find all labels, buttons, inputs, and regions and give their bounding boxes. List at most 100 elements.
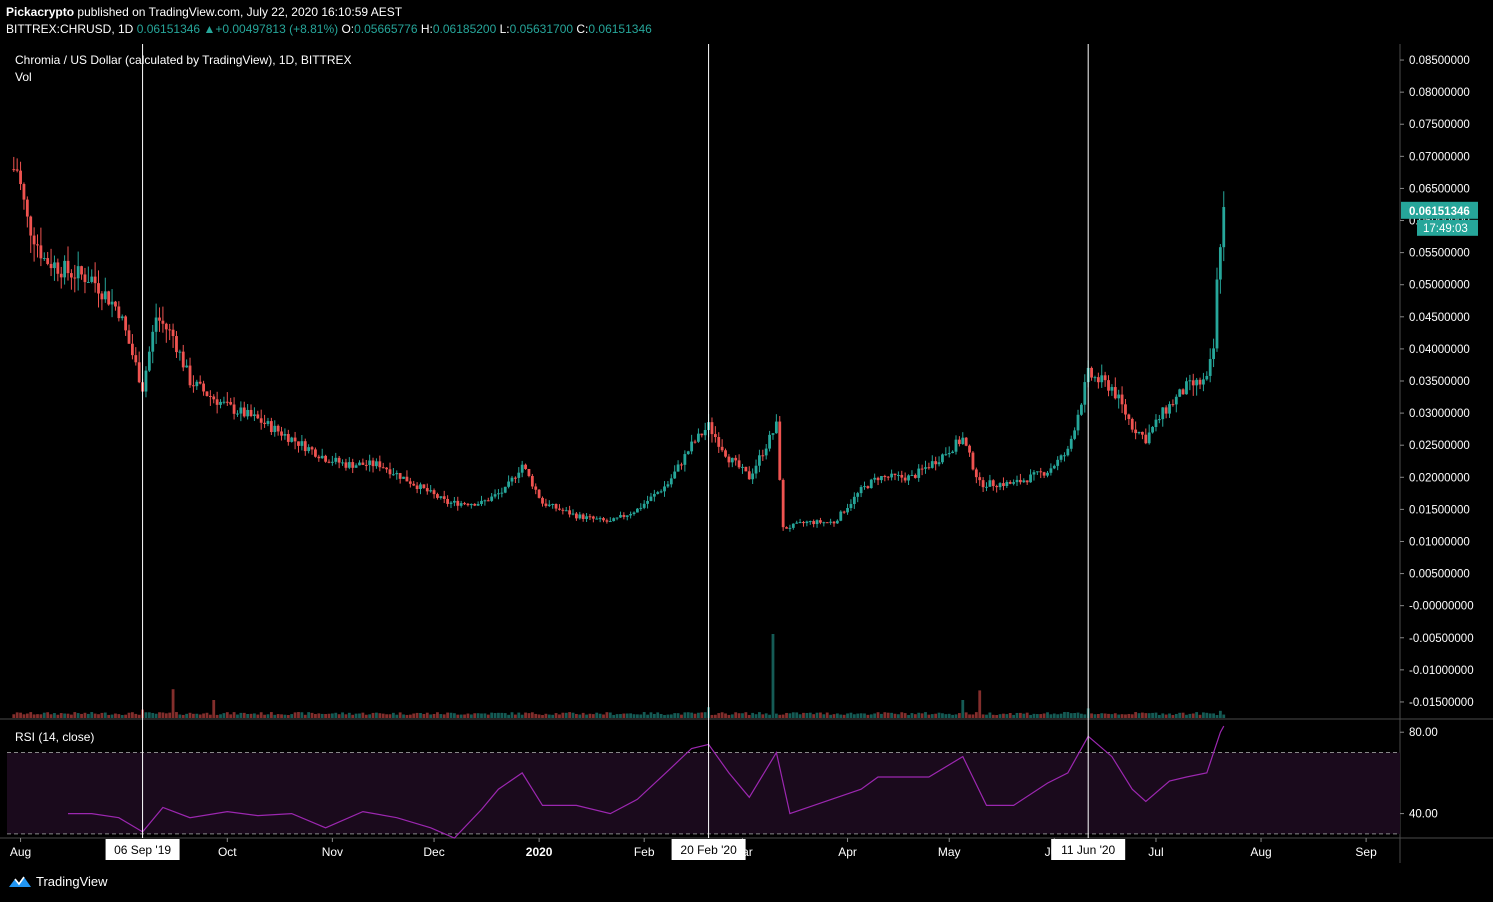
candle-body [995,486,999,488]
price-chart[interactable]: 0.08500000 0.08000000 0.07500000 0.07000000… [0,0,1493,870]
candle-body [253,414,256,417]
volume-bar [602,714,605,718]
countdown-badge [1417,219,1478,236]
up-arrow-icon: ▲ [203,22,216,36]
volume-bar [781,714,785,718]
volume-bar [1110,714,1114,718]
volume-bar [530,712,534,718]
volume-bar [1012,714,1016,718]
candle-body [964,437,968,446]
volume-bar [131,712,134,718]
x-tick-label: Dec [423,845,444,859]
candle-body [236,413,239,415]
volume-bar [208,714,212,718]
candle-body [951,451,955,454]
candle-body [832,521,836,524]
candle-body [734,457,738,461]
volume-bar [1120,714,1124,718]
candle-body [527,468,531,476]
price-tick-label: 0.04500000 [1409,312,1470,324]
candle-body [361,462,365,465]
volume-bar [1124,714,1127,718]
candle-body [225,401,229,403]
volume-bar [236,714,239,718]
close-label: C: [576,22,589,36]
volume-bar [1147,713,1151,718]
volume-bar [1056,714,1060,718]
author-name[interactable]: Pickacrypto [6,5,75,19]
candle-body [293,437,297,442]
candle-body [1218,247,1222,280]
volume-bar [510,712,514,718]
volume-bar [754,714,758,718]
volume-bar [978,690,982,718]
candle-body [59,273,63,278]
volume-bar [1103,713,1107,718]
volume-bar [246,713,250,718]
volume-bar [724,713,727,718]
candle-body [32,235,36,245]
tradingview-logo-icon [9,876,31,887]
candle-body [1215,279,1219,349]
candle-body [300,441,304,446]
countdown-label: 17:49:03 [1423,223,1468,235]
candle-body [822,522,826,524]
volume-bar [876,712,880,718]
volume-bar [690,712,694,718]
candle-body [164,323,168,330]
candle-body [1168,404,1171,414]
volume-bar [354,713,358,718]
volume-bar [1032,713,1036,718]
candle-body [903,477,907,481]
candle-body [405,476,409,482]
volume-bar [497,712,500,718]
candle-body [612,518,616,522]
volume-bar [1208,713,1212,718]
volume-bar [764,713,768,718]
candle-body [758,455,761,466]
volume-bar [351,714,355,718]
volume-bar [900,712,904,718]
candle-body [1147,432,1151,444]
candle-body [161,320,165,324]
candle-body [395,473,399,475]
volume-bar [120,714,124,718]
candle-body [513,477,517,479]
candle-body [490,496,494,501]
volume-bar [151,712,155,718]
candle-body [480,500,483,505]
rsi-band-fill [7,752,1400,834]
volume-bar [59,713,63,718]
volume-bar [1168,713,1171,718]
chart-title: Chromia / US Dollar (calculated by Tradi… [15,53,352,67]
tradingview-footer[interactable]: TradingView [8,874,108,889]
candle-body [876,477,880,481]
volume-bar [568,712,572,718]
candle-body [981,480,985,488]
volume-bar [866,714,870,718]
volume-bar [785,712,788,718]
volume-bar [280,714,283,718]
candle-body [724,450,727,457]
volume-bar [158,712,161,718]
volume-bar [507,714,511,718]
volume-bar [974,712,978,718]
volume-bar [686,712,690,718]
volume-bar [503,713,507,718]
candle-body [873,477,877,480]
volume-bar [449,712,453,718]
volume-bar [1018,712,1022,718]
candle-body [669,478,673,485]
candle-body [632,512,636,515]
volume-bar [324,714,327,718]
candle-body [920,468,924,470]
candle-body [107,291,111,305]
candle-body [947,453,951,455]
candle-body [1154,419,1158,427]
volume-bar [195,713,199,718]
candle-body [605,520,609,522]
volume-bar [1130,714,1134,718]
volume-bar [527,713,531,718]
volume-bar [381,713,385,718]
volume-bar [768,714,771,718]
